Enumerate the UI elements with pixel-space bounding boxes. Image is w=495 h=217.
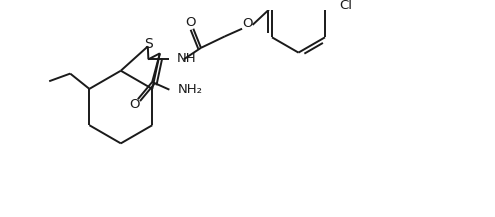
Text: NH₂: NH₂ [178,83,203,96]
Text: S: S [145,36,153,51]
Text: NH: NH [177,52,197,65]
Text: Cl: Cl [340,0,352,12]
Text: O: O [185,16,196,28]
Text: O: O [129,99,139,112]
Text: O: O [243,17,253,30]
